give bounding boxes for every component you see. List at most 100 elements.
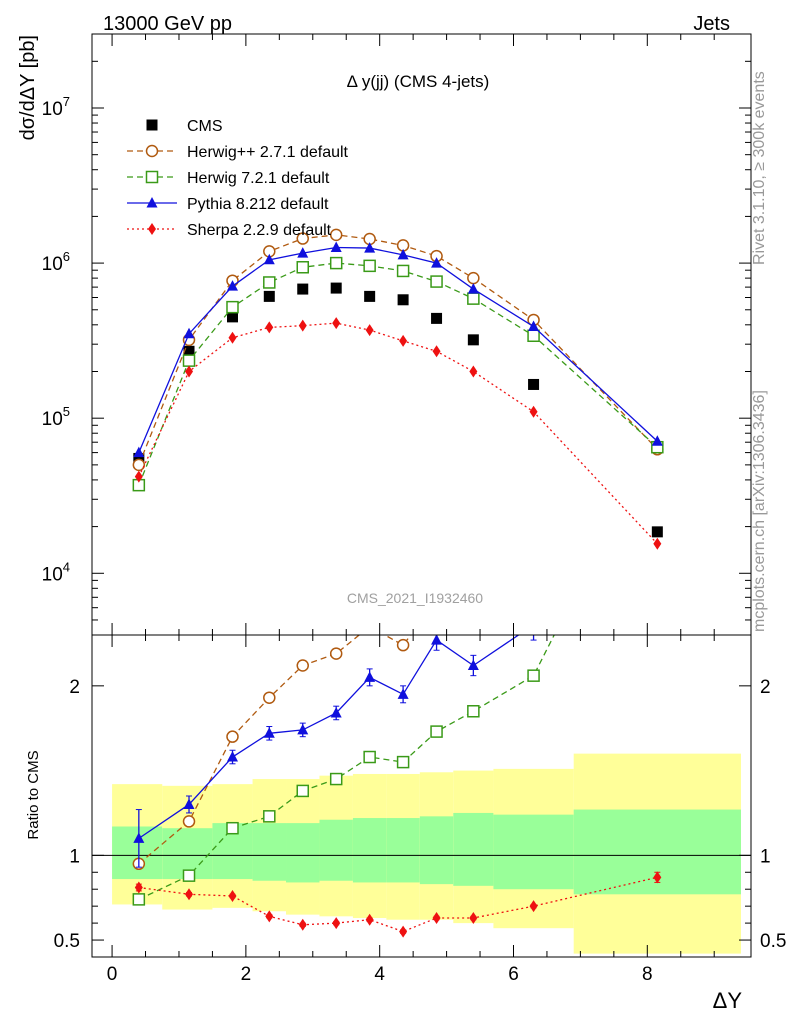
main-point-pythia: [431, 257, 443, 268]
ratio-point-herwig: [396, 638, 410, 652]
legend: CMS Herwig++ 2.7.1 default Herwig 7.2.1 de…: [127, 118, 349, 239]
ratio-point-sherpa: [529, 900, 538, 913]
main-point-cms: [651, 526, 663, 538]
ratio-point-sherpa: [332, 917, 341, 930]
ratio-point-pythia: [226, 751, 238, 762]
main-point-pythia: [183, 327, 195, 339]
ratio-point-herwig: [329, 772, 343, 786]
ratio-point-sherpa: [365, 913, 374, 926]
ratio-point-sherpa: [399, 925, 408, 938]
ratio-point-herwig: [182, 869, 196, 882]
main-point-cms: [397, 294, 409, 306]
ratio-point-herwig: [296, 784, 309, 798]
main-point-pythia: [364, 242, 376, 253]
ratio-point-pythia: [397, 688, 409, 699]
main-point-pythia: [330, 241, 342, 253]
ratio-point-herwig: [363, 750, 376, 764]
ratio-frame: [91, 634, 752, 958]
legend-label-pythia: Pythia 8.212 default: [187, 196, 329, 213]
main-panel: 104 105 106 107 Δ y(jj) (CMS 4-jets) CMS_20…: [17, 33, 752, 636]
main-point-herwig: [363, 259, 376, 273]
ratio-y-tick-label-right: 1: [760, 846, 771, 867]
legend-marker-herwig: [145, 170, 159, 184]
main-point-herwig: [132, 458, 146, 472]
main-point-herwig: [296, 232, 309, 245]
main-point-herwig: [527, 329, 540, 343]
main-point-sherpa: [653, 537, 662, 550]
main-point-pythia: [528, 320, 540, 332]
ratio-bands: [92, 753, 751, 954]
ratio-point-herwig: [182, 815, 196, 828]
main-point-sherpa: [185, 365, 194, 378]
ratio-point-pythia: [431, 635, 443, 645]
ratio-point-herwig: [528, 579, 539, 590]
stat-uncertainty-band: [286, 823, 320, 883]
ratio-point-herwig: [364, 621, 375, 632]
main-point-cms: [183, 345, 195, 357]
x-tick-label: 6: [508, 964, 519, 985]
ratio-y-tick-label: 2: [69, 677, 80, 698]
ratio-curves: [132, 375, 663, 938]
stat-uncertainty-band: [493, 814, 574, 890]
main-point-pythia: [263, 253, 275, 265]
ratio-point-pythia: [652, 375, 663, 386]
legend-label-herwig: Herwig++ 2.7.1 default: [187, 144, 349, 161]
main-line-herwig: [138, 262, 658, 486]
legend-marker-sherpa: [148, 223, 156, 235]
rivet-label: Rivet 3.1.10, ≥ 300k events: [751, 71, 768, 265]
ratio-point-herwig: [396, 755, 410, 769]
y-tick-label: 105: [42, 404, 70, 430]
main-point-sherpa: [529, 405, 538, 418]
ratio-line-herwig: [138, 635, 412, 865]
stat-uncertainty-band: [453, 812, 494, 886]
main-point-pythia: [467, 283, 479, 294]
ratio-line-pythia: [138, 635, 520, 839]
legend-marker-herwig: [145, 144, 159, 158]
main-point-sherpa: [228, 331, 237, 344]
main-line-pythia: [138, 246, 658, 453]
ratio-point-herwig: [263, 691, 276, 704]
y-tick-label: 104: [42, 559, 70, 585]
main-point-cms: [297, 283, 309, 295]
ratio-point-herwig: [132, 893, 146, 906]
ratio-point-sherpa: [432, 912, 441, 925]
ratio-point-pythia: [297, 723, 309, 735]
ratio-point-sherpa: [653, 871, 662, 884]
main-point-sherpa: [399, 334, 408, 347]
main-point-pythia: [651, 435, 663, 446]
ratio-line-sherpa: [138, 876, 658, 933]
main-line-herwig: [138, 234, 658, 466]
main-point-herwig: [467, 292, 480, 305]
ratio-panel: 0.5 0.5 1 1 2 2 0 2 4 6 8 Ratio to CMS ΔY: [25, 375, 786, 1013]
main-point-sherpa: [469, 365, 478, 378]
legend-label-cms: CMS: [187, 118, 223, 135]
ratio-y-tick-label-right: 0.5: [760, 931, 786, 952]
x-tick-label: 0: [107, 964, 118, 985]
x-tick-label: 4: [374, 964, 385, 985]
ratio-y-tick-label: 1: [69, 846, 80, 867]
y-tick-label: 106: [42, 249, 70, 275]
main-point-herwig: [263, 276, 276, 289]
ratio-point-herwig: [527, 669, 540, 682]
header-right: Jets: [693, 13, 730, 35]
x-tick-label: 2: [241, 964, 252, 985]
main-point-sherpa: [134, 470, 143, 483]
ratio-point-sherpa: [185, 888, 194, 901]
main-axes: 104 105 106 107: [42, 33, 751, 636]
watermark: CMS_2021_I1932460: [347, 590, 483, 606]
stat-uncertainty-band: [319, 819, 353, 881]
main-curves: [132, 228, 664, 550]
main-point-cms: [226, 311, 238, 323]
ratio-y-tick-label-right: 2: [760, 677, 771, 698]
main-point-pythia: [397, 248, 409, 260]
ratio-point-pythia: [183, 798, 195, 809]
main-point-herwig: [329, 228, 343, 242]
legend-marker-pythia: [146, 197, 158, 208]
main-line-sherpa: [138, 322, 658, 545]
ratio-axes: 0.5 0.5 1 1 2 2 0 2 4 6 8: [54, 635, 786, 985]
main-point-herwig: [226, 300, 239, 314]
main-point-cms: [263, 290, 275, 302]
main-point-cms: [330, 282, 342, 294]
ratio-point-herwig: [467, 705, 480, 718]
ratio-point-herwig: [296, 659, 309, 672]
